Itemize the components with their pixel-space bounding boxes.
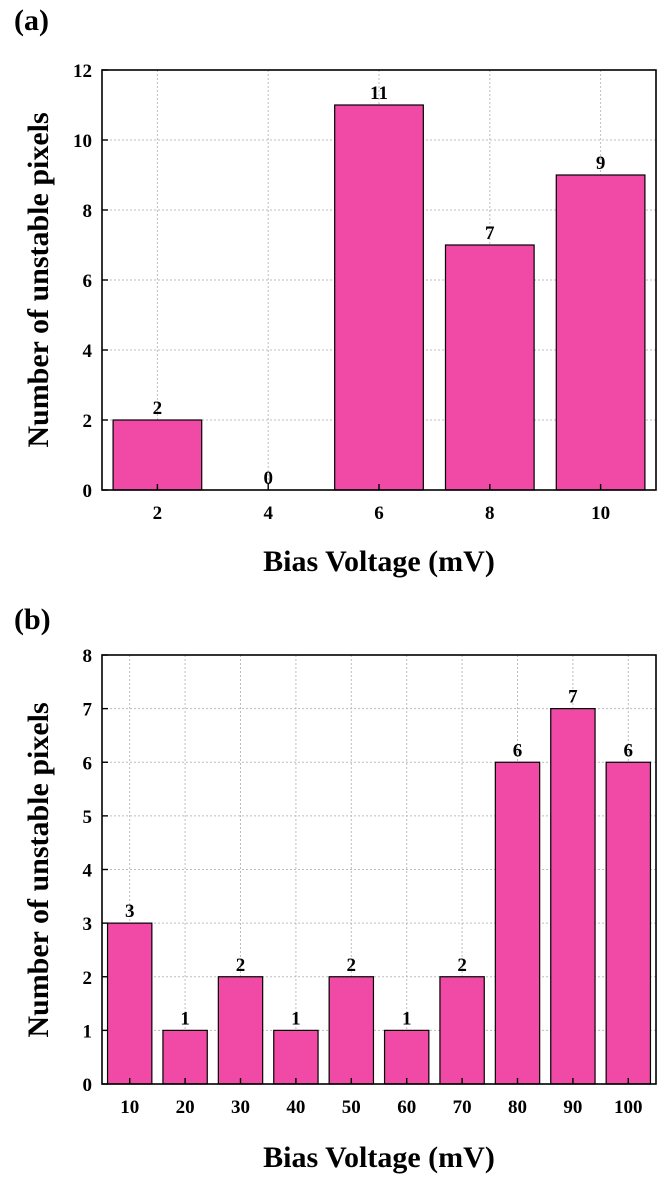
x-tick-label: 8 <box>485 503 495 524</box>
bar <box>106 922 153 1085</box>
data-label: 1 <box>180 1008 190 1029</box>
y-tick-label: 8 <box>83 201 93 222</box>
data-label: 2 <box>236 955 246 976</box>
x-tick-label: 2 <box>153 503 163 524</box>
data-label: 11 <box>370 83 388 104</box>
y-axis-title: Number of unstable pixels <box>22 702 55 1037</box>
y-tick-label: 1 <box>83 1021 93 1042</box>
data-label: 2 <box>457 955 467 976</box>
data-label: 2 <box>153 398 163 419</box>
data-label: 2 <box>347 955 357 976</box>
bar <box>550 708 596 1085</box>
y-tick-label: 3 <box>83 914 93 935</box>
bar <box>439 976 485 1085</box>
y-tick-label: 12 <box>73 61 92 82</box>
x-tick-label: 30 <box>231 1097 250 1118</box>
y-tick-label: 4 <box>83 861 93 882</box>
bar <box>334 104 424 491</box>
data-label: 7 <box>568 687 578 708</box>
y-tick-label: 10 <box>73 131 92 152</box>
y-tick-label: 0 <box>83 481 93 502</box>
y-tick-label: 6 <box>83 753 93 774</box>
bar <box>273 1029 319 1085</box>
data-label: 1 <box>291 1008 301 1029</box>
x-tick-label: 50 <box>342 1097 361 1118</box>
x-tick-label: 40 <box>286 1097 305 1118</box>
bar <box>444 244 535 491</box>
panel-label-a: (a) <box>14 4 49 37</box>
data-label: 6 <box>513 740 523 761</box>
x-tick-label: 90 <box>563 1097 582 1118</box>
y-tick-label: 8 <box>83 646 93 667</box>
y-tick-label: 2 <box>83 411 93 432</box>
data-label: 0 <box>263 468 273 489</box>
chart-panel-b: (b) 3 1 2 1 2 1 2 6 7 6 0 1 2 3 4 5 6 7 8 10 20 30 40 50 60 70 80 90… <box>0 594 666 1188</box>
bars-a <box>112 104 646 491</box>
x-axis-title: Bias Voltage (mV) <box>263 545 495 578</box>
bar <box>328 976 375 1085</box>
y-tick-label: 0 <box>83 1075 93 1096</box>
y-tick-label: 5 <box>83 807 93 828</box>
panel-label-b: (b) <box>14 603 51 636</box>
x-tick-label: 10 <box>120 1097 139 1118</box>
bar-chart-a: (a) 2 0 11 7 9 0 2 4 6 8 10 12 2 4 6 8 10 Bias Voltage (mV… <box>14 4 657 578</box>
data-label: 9 <box>596 153 606 174</box>
y-tick-label: 7 <box>83 700 93 721</box>
bar <box>112 419 203 491</box>
data-label: 1 <box>402 1008 412 1029</box>
chart-panel-a: (a) 2 0 11 7 9 0 2 4 6 8 10 12 2 4 6 8 10 Bias Voltage (mV… <box>0 0 666 594</box>
bar <box>383 1029 430 1085</box>
bars-b <box>106 708 652 1085</box>
y-tick-label: 4 <box>83 341 93 362</box>
x-tick-label: 70 <box>453 1097 472 1118</box>
x-tick-label: 20 <box>176 1097 195 1118</box>
y-tick-label: 2 <box>83 968 93 989</box>
x-tick-label: 100 <box>614 1097 643 1118</box>
bar <box>555 174 646 491</box>
data-label: 7 <box>485 223 495 244</box>
x-tick-label: 80 <box>508 1097 527 1118</box>
bar <box>605 761 652 1085</box>
bar <box>217 976 264 1085</box>
data-label: 6 <box>624 740 634 761</box>
bar <box>494 761 541 1085</box>
y-axis-title: Number of unstable pixels <box>22 112 55 447</box>
x-tick-label: 6 <box>374 503 384 524</box>
x-tick-label: 60 <box>397 1097 416 1118</box>
x-tick-label: 10 <box>591 503 610 524</box>
x-axis-title: Bias Voltage (mV) <box>263 1141 495 1174</box>
y-tick-label: 6 <box>83 271 93 292</box>
x-tick-label: 4 <box>263 503 273 524</box>
data-label: 3 <box>125 901 135 922</box>
bar <box>162 1029 208 1085</box>
